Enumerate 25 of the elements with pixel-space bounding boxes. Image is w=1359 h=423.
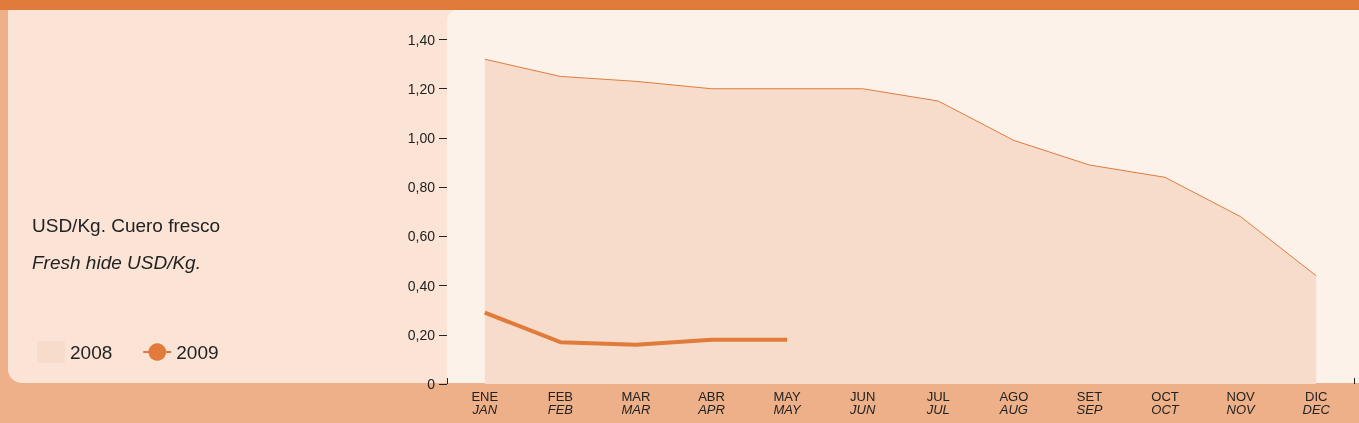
y-tick-label: 1,20 xyxy=(407,80,436,97)
text: USD/Kg. Cuero fresco xyxy=(32,215,220,236)
x-tick-label: OCT OCT xyxy=(1151,389,1180,417)
x-tick-label: AGO AUG xyxy=(998,389,1029,417)
x-tick-label: JUN JUN xyxy=(849,389,876,417)
x-tick-label: FEB FEB xyxy=(547,389,574,417)
x-tick-label: ABR APR xyxy=(697,389,725,417)
line-series xyxy=(482,310,790,347)
text: Fresh hide USD/Kg. xyxy=(32,252,201,273)
y-tick-label: 0,60 xyxy=(407,228,436,245)
y-tick-label: 0,20 xyxy=(407,326,436,343)
x-tick-label: ENE JAN xyxy=(471,389,499,417)
y-tick-label: 0 xyxy=(427,376,436,392)
y-tick-label: 0,80 xyxy=(407,179,436,196)
y-tick-label: 1,40 xyxy=(407,31,436,48)
legend-label: 2009 xyxy=(176,341,219,363)
x-tick-label: DIC DEC xyxy=(1302,389,1331,417)
y-tick-label: 0,40 xyxy=(407,277,436,294)
x-tick-label: MAR MAR xyxy=(621,389,651,417)
x-tick-label: NOV NOV xyxy=(1226,389,1257,417)
y-tick-label: 1,00 xyxy=(407,129,436,146)
x-tick-label: SET SEP xyxy=(1076,389,1103,417)
x-tick-label: JUL JUL xyxy=(925,389,950,417)
legend-label: 2008 xyxy=(70,341,113,363)
x-tick-label: MAY MAY xyxy=(773,389,803,417)
